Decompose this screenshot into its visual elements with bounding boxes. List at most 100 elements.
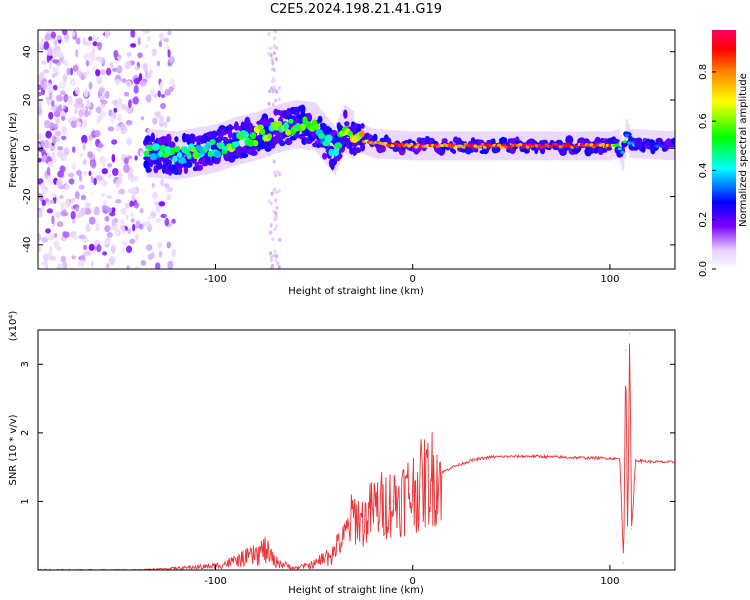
noise-speckle: [130, 30, 136, 38]
y-tick-label: -20: [22, 188, 33, 204]
colorbar-tick-label: 0.6: [698, 113, 709, 129]
x-tick-label: -100: [204, 274, 227, 285]
noise-speckle: [70, 197, 76, 203]
noise-speckle: [54, 71, 59, 77]
x-tick-label: 0: [410, 274, 416, 285]
noise-speckle: [115, 229, 122, 237]
noise-speckle: [276, 261, 280, 266]
noise-speckle: [111, 67, 119, 72]
noise-speckle: [167, 30, 172, 36]
noise-speckle: [171, 250, 176, 258]
noise-speckle: [53, 84, 58, 91]
ridge-blob: [360, 123, 365, 129]
noise-speckle: [57, 150, 64, 158]
noise-speckle: [273, 249, 277, 254]
ridge-blob: [240, 152, 249, 158]
noise-speckle: [75, 37, 81, 45]
noise-speckle: [143, 63, 148, 73]
noise-speckle: [120, 123, 126, 131]
noise-speckle: [77, 259, 85, 268]
noise-speckle: [274, 30, 278, 34]
noise-speckle: [116, 65, 123, 74]
x-tick-label: 100: [600, 576, 619, 587]
ridge-core: [318, 132, 326, 140]
y-tick-label: -40: [22, 237, 33, 253]
ridge-core: [213, 150, 222, 158]
ridge-core: [246, 139, 255, 147]
noise-speckle: [88, 170, 92, 176]
noise-speckle: [155, 218, 162, 224]
noise-speckle: [111, 100, 117, 105]
noise-speckle: [50, 31, 57, 39]
ridge-blob: [299, 104, 306, 114]
ridge-core: [177, 152, 183, 158]
noise-speckle: [101, 192, 105, 197]
noise-speckle: [40, 182, 46, 190]
noise-speckle: [145, 244, 153, 251]
noise-speckle: [155, 262, 161, 269]
ridge-blob: [539, 147, 546, 155]
noise-speckle: [272, 253, 276, 258]
ridge-core: [259, 128, 266, 135]
noise-speckle: [72, 146, 76, 154]
noise-speckle: [269, 53, 273, 58]
colorbar-ticks: 0.0 0.2 0.4 0.6 0.8: [698, 64, 716, 277]
noise-speckle: [274, 211, 278, 216]
noise-speckle: [63, 93, 69, 103]
noise-speckle: [134, 202, 139, 209]
noise-speckle: [67, 172, 75, 178]
noise-speckle: [71, 116, 77, 121]
noise-speckle: [46, 208, 54, 214]
ridge-blob: [452, 149, 457, 154]
ridge-core: [523, 143, 528, 147]
noise-speckle: [133, 77, 140, 85]
noise-speckle: [84, 41, 91, 46]
noise-speckle: [72, 162, 77, 171]
ridge-blob: [344, 121, 350, 127]
noise-speckle: [70, 78, 76, 86]
noise-speckle: [103, 239, 110, 245]
snr-data-point: [471, 459, 473, 461]
noise-speckle: [45, 228, 51, 234]
noise-speckle: [54, 211, 61, 219]
noise-speckle: [113, 107, 118, 113]
ridge-core: [672, 144, 675, 148]
noise-speckle: [95, 106, 102, 114]
noise-speckle: [67, 98, 73, 106]
noise-speckle: [76, 121, 82, 128]
noise-speckle: [56, 221, 64, 228]
noise-speckle: [167, 186, 174, 193]
noise-speckle: [61, 115, 66, 121]
ridge-core: [242, 131, 249, 139]
noise-speckle: [163, 37, 169, 43]
ridge-core: [267, 133, 272, 140]
noise-speckle: [151, 48, 158, 57]
ridge-halo: [241, 115, 244, 164]
noise-speckle: [75, 49, 79, 58]
noise-speckle: [107, 163, 113, 168]
noise-speckle: [133, 85, 139, 94]
snr-data-point: [234, 559, 236, 561]
ridge-core: [478, 145, 483, 149]
spectrogram-panel: -100 0 100 -40 -20 0 20 40 Height of straight …: [8, 29, 676, 297]
noise-speckle: [85, 202, 91, 208]
snr-data-point: [623, 562, 625, 564]
noise-speckle: [58, 263, 64, 269]
noise-speckle: [43, 253, 49, 262]
noise-speckle: [86, 68, 90, 76]
noise-speckle: [55, 50, 59, 58]
noise-speckle: [127, 171, 131, 181]
noise-speckle: [61, 30, 68, 36]
noise-speckle: [275, 89, 279, 94]
noise-speckle: [166, 241, 172, 249]
ridge-halo: [243, 115, 246, 164]
noise-speckle: [134, 155, 138, 161]
noise-speckle: [45, 130, 52, 139]
noise-speckle: [64, 183, 70, 192]
noise-speckle: [147, 36, 151, 42]
ridge-core: [334, 142, 343, 149]
noise-speckle: [42, 83, 47, 90]
noise-speckle: [127, 99, 132, 109]
noise-speckle: [84, 207, 92, 215]
noise-speckle: [49, 255, 57, 261]
